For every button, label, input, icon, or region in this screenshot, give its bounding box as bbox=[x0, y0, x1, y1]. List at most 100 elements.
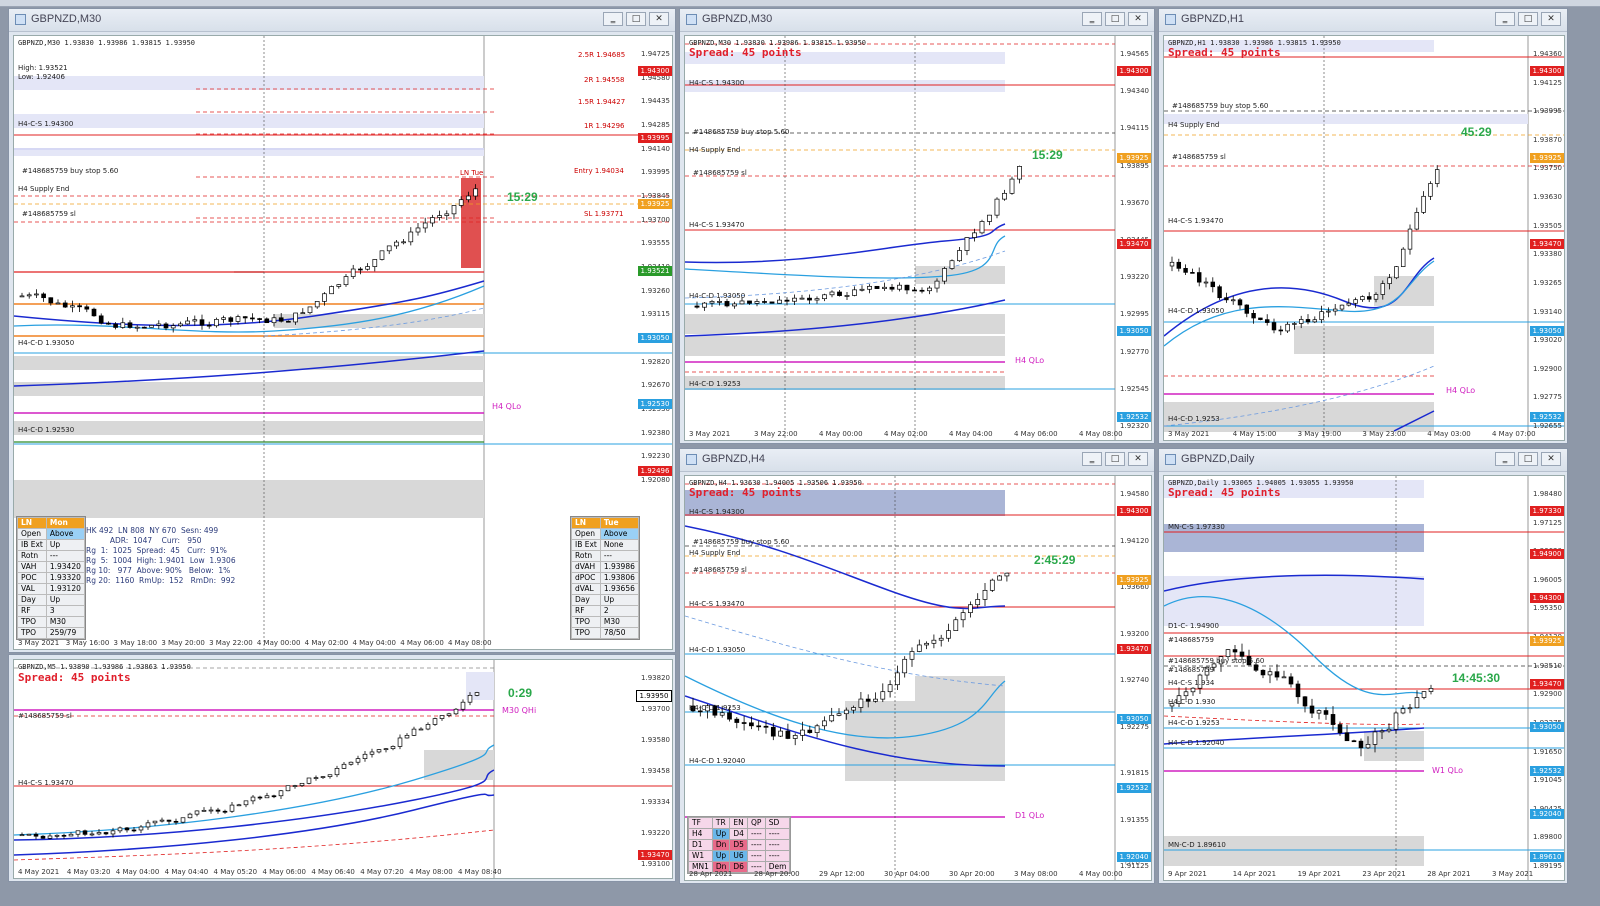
window-titlebar[interactable]: GBPNZD,H4 ‗ □ ✕ bbox=[680, 449, 1154, 472]
chart-canvas[interactable]: GBPNZD,M5 1.93890 1.93986 1.93863 1.9395… bbox=[13, 659, 673, 879]
time-tick: 3 May 22:00 bbox=[209, 639, 253, 647]
panel-header-cell: Tue bbox=[599, 517, 639, 529]
window-titlebar[interactable]: GBPNZD,M30 ‗ □ ✕ bbox=[680, 9, 1154, 32]
chart-window-daily[interactable]: GBPNZD,Daily ‗ □ ✕ GBPNZD,Daily 1.93065 1.… bbox=[1158, 448, 1568, 884]
chart-window-h1[interactable]: GBPNZD,H1 ‗ □ ✕ GBPNZD,H1 1.93830 1.93986 … bbox=[1158, 8, 1568, 444]
ohlc-readout: GBPNZD,H1 1.93830 1.93986 1.93815 1.9395… bbox=[1168, 39, 1341, 47]
candle-body bbox=[1407, 228, 1413, 250]
chart-canvas[interactable]: GBPNZD,H1 1.93830 1.93986 1.93815 1.9395… bbox=[1163, 35, 1565, 441]
panel-cell: Rotn bbox=[571, 550, 601, 562]
candle-body bbox=[1253, 664, 1259, 671]
chart-window-m30-main[interactable]: GBPNZD,M30 ‗ □ ✕ GBPNZD,M30 1.93830 1.9398… bbox=[8, 8, 676, 653]
candle-body bbox=[792, 297, 797, 302]
candle-body bbox=[41, 293, 46, 299]
moving-average bbox=[1164, 260, 1435, 347]
candle-body bbox=[1312, 319, 1318, 323]
candle-body bbox=[1197, 674, 1203, 689]
candle-body bbox=[425, 724, 431, 730]
level-label: H4-C-D 1.9253 bbox=[1168, 719, 1220, 727]
close-button[interactable]: ✕ bbox=[1541, 452, 1561, 466]
close-button[interactable]: ✕ bbox=[1128, 452, 1148, 466]
zone-rect bbox=[685, 490, 1005, 516]
minimize-button[interactable]: ‗ bbox=[1495, 12, 1515, 26]
candlestick-chart[interactable] bbox=[685, 476, 1152, 881]
zone-rect bbox=[1164, 524, 1424, 552]
chart-canvas[interactable]: GBPNZD,Daily 1.93065 1.94005 1.93055 1.9… bbox=[1163, 475, 1565, 881]
candle-body bbox=[1400, 248, 1406, 267]
candle-body bbox=[77, 305, 82, 308]
close-button[interactable]: ✕ bbox=[1541, 12, 1561, 26]
entry-label: Entry 1.94034 bbox=[574, 167, 624, 175]
session-label: LN Tue bbox=[460, 169, 484, 177]
tf-cell: D6 bbox=[729, 861, 748, 873]
time-tick: 4 May 05:20 bbox=[213, 868, 258, 876]
candle-body bbox=[756, 725, 762, 728]
chart-window-m5[interactable]: GBPNZD,M5 1.93890 1.93986 1.93863 1.9395… bbox=[8, 654, 676, 882]
candle-body bbox=[372, 259, 378, 267]
zone-rect bbox=[1164, 114, 1528, 124]
plot-area bbox=[14, 660, 494, 878]
price-tag: 1.93470 bbox=[1117, 239, 1151, 249]
close-button[interactable]: ✕ bbox=[1128, 12, 1148, 26]
minimize-button[interactable]: ‗ bbox=[603, 12, 623, 26]
close-button[interactable]: ✕ bbox=[649, 12, 669, 26]
maximize-button[interactable]: □ bbox=[1105, 452, 1125, 466]
price-tag: 1.92040 bbox=[1117, 852, 1151, 862]
candle-body bbox=[1414, 697, 1420, 709]
candle-body bbox=[329, 286, 334, 295]
order-label: #148685759 buy stop 5.60 bbox=[1172, 102, 1269, 110]
candle-body bbox=[451, 205, 457, 215]
level-label: H4-C-D 1.92040 bbox=[689, 757, 746, 765]
window-titlebar[interactable]: GBPNZD,Daily ‗ □ ✕ bbox=[1159, 449, 1567, 472]
price-tag: 1.94300 bbox=[1530, 66, 1564, 76]
time-tick: 4 May 03:00 bbox=[1427, 430, 1471, 438]
chart-canvas[interactable]: GBPNZD,H4 1.93630 1.94005 1.93506 1.9395… bbox=[684, 475, 1152, 881]
time-tick: 3 May 19:00 bbox=[1297, 430, 1342, 438]
panel-cell: 1.93420 bbox=[45, 561, 85, 573]
time-tick: 4 May 08:00 bbox=[409, 868, 453, 876]
time-tick: 4 May 08:40 bbox=[458, 868, 502, 876]
candle-body bbox=[214, 319, 219, 327]
price-tick: 1.91650 bbox=[1533, 747, 1562, 756]
window-titlebar[interactable]: GBPNZD,M30 ‗ □ ✕ bbox=[9, 9, 675, 32]
level-label: H4-C-S 1.94300 bbox=[689, 508, 745, 516]
candle-body bbox=[1183, 268, 1188, 273]
level-label: H4-C-D 1.93050 bbox=[689, 292, 746, 300]
candle-body bbox=[972, 232, 977, 238]
maximize-button[interactable]: □ bbox=[1105, 12, 1125, 26]
panel-cell: Up bbox=[45, 539, 85, 551]
candle-body bbox=[1380, 283, 1386, 295]
candle-body bbox=[437, 215, 442, 218]
tf-cell: D5 bbox=[729, 839, 748, 851]
price-tick: 1.93700 bbox=[641, 705, 670, 713]
candlestick-chart[interactable] bbox=[1164, 476, 1565, 881]
maximize-button[interactable]: □ bbox=[1518, 452, 1538, 466]
candle-body bbox=[194, 810, 200, 815]
chart-canvas[interactable]: GBPNZD,M30 1.93830 1.93986 1.93815 1.939… bbox=[13, 35, 673, 650]
low-readout: Low: 1.92406 bbox=[18, 73, 65, 81]
minimize-button[interactable]: ‗ bbox=[1082, 12, 1102, 26]
price-tick: 1.93580 bbox=[641, 736, 670, 744]
maximize-button[interactable]: □ bbox=[1518, 12, 1538, 26]
candlestick-chart[interactable] bbox=[14, 36, 673, 650]
window-titlebar[interactable]: GBPNZD,H1 ‗ □ ✕ bbox=[1159, 9, 1567, 32]
chart-canvas[interactable]: GBPNZD,M30 1.93830 1.93986 1.93815 1.939… bbox=[684, 35, 1152, 441]
zone-rect bbox=[14, 114, 484, 128]
bar-timer: 15:29 bbox=[1032, 148, 1063, 162]
maximize-button[interactable]: □ bbox=[626, 12, 646, 26]
chart-icon bbox=[15, 14, 26, 25]
candlestick-chart[interactable] bbox=[14, 660, 673, 879]
candle-body bbox=[84, 306, 90, 310]
chart-window-m30-second[interactable]: GBPNZD,M30 ‗ □ ✕ GBPNZD,M30 1.93830 1.9398… bbox=[679, 8, 1155, 444]
candlestick-chart[interactable] bbox=[1164, 36, 1565, 441]
tf-header-cell: SD bbox=[764, 817, 791, 829]
minimize-button[interactable]: ‗ bbox=[1495, 452, 1515, 466]
price-tag: 1.93470 bbox=[638, 850, 672, 860]
time-tick: 3 May 2021 bbox=[689, 430, 731, 438]
candle-body bbox=[784, 299, 790, 302]
minimize-button[interactable]: ‗ bbox=[1082, 452, 1102, 466]
chart-window-h4[interactable]: GBPNZD,H4 ‗ □ ✕ GBPNZD,H4 1.93630 1.94005 … bbox=[679, 448, 1155, 884]
candlestick-chart[interactable] bbox=[685, 36, 1152, 441]
candle-body bbox=[1393, 712, 1399, 730]
candle-body bbox=[235, 316, 241, 322]
